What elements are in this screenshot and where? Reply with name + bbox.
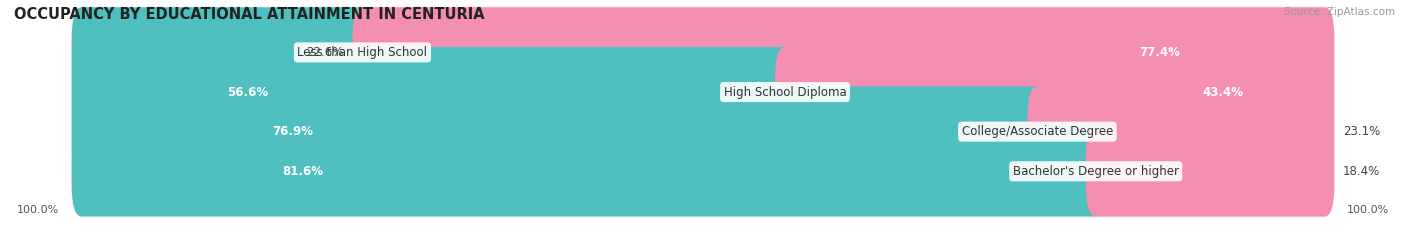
FancyBboxPatch shape [72,5,1334,100]
Text: 77.4%: 77.4% [1139,46,1180,59]
Text: 76.9%: 76.9% [273,125,314,138]
Text: College/Associate Degree: College/Associate Degree [962,125,1114,138]
Text: 23.1%: 23.1% [1343,125,1381,138]
FancyBboxPatch shape [72,45,1334,140]
FancyBboxPatch shape [72,47,794,137]
FancyBboxPatch shape [72,84,1334,179]
Text: Less than High School: Less than High School [298,46,427,59]
FancyBboxPatch shape [72,7,373,98]
Text: 100.0%: 100.0% [1347,205,1389,215]
FancyBboxPatch shape [72,124,1334,219]
Text: High School Diploma: High School Diploma [724,86,846,99]
Text: Source: ZipAtlas.com: Source: ZipAtlas.com [1284,7,1395,17]
FancyBboxPatch shape [1085,126,1334,216]
Text: OCCUPANCY BY EDUCATIONAL ATTAINMENT IN CENTURIA: OCCUPANCY BY EDUCATIONAL ATTAINMENT IN C… [14,7,485,22]
FancyBboxPatch shape [775,47,1334,137]
Text: 81.6%: 81.6% [283,165,323,178]
FancyBboxPatch shape [1028,86,1334,177]
Text: 43.4%: 43.4% [1202,86,1243,99]
Text: 18.4%: 18.4% [1343,165,1381,178]
FancyBboxPatch shape [72,126,1105,216]
Text: 22.6%: 22.6% [307,46,344,59]
FancyBboxPatch shape [72,86,1047,177]
Text: 100.0%: 100.0% [17,205,59,215]
Text: 56.6%: 56.6% [226,86,269,99]
FancyBboxPatch shape [353,7,1334,98]
Text: Bachelor's Degree or higher: Bachelor's Degree or higher [1012,165,1178,178]
